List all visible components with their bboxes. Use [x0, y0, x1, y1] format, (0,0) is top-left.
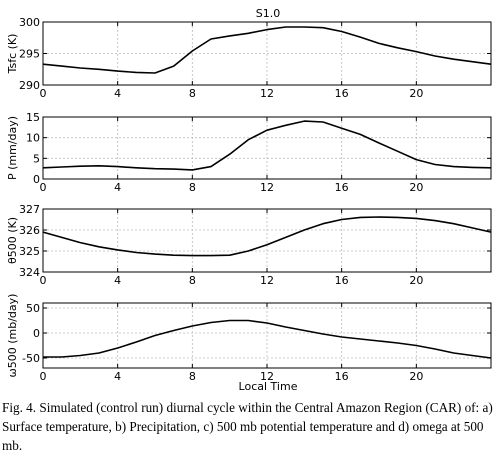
x-tick-label: 0: [40, 181, 47, 194]
series-line: [42, 216, 492, 257]
y-axis-title: Tsfc (K): [6, 34, 19, 75]
x-tick-label: 12: [260, 181, 274, 194]
x-tick-label: 0: [40, 87, 47, 100]
x-tick-label: 8: [189, 87, 196, 100]
y-tick-label: 327: [19, 203, 40, 216]
x-axis-title: Local Time: [239, 380, 298, 393]
x-tick-label: 0: [40, 274, 47, 287]
x-tick-label: 20: [409, 370, 423, 383]
x-tick-label: 16: [335, 87, 349, 100]
x-tick-label: 8: [189, 181, 196, 194]
y-axis-title: θ500 (K): [6, 217, 19, 264]
x-tick-label: 20: [409, 274, 423, 287]
figure: S1.0 0 4 8 12 16 20 290 295 300 Tsfc (K) 0 4 8 12 16 20…: [6, 7, 492, 393]
y-tick-label: 290: [19, 79, 40, 92]
y-tick-label: 324: [19, 266, 40, 279]
x-tick-label: 12: [260, 87, 274, 100]
x-tick-label: 4: [114, 274, 121, 287]
x-tick-label: 8: [189, 274, 196, 287]
y-tick-label: 326: [19, 224, 40, 237]
x-tick-label: 16: [335, 181, 349, 194]
y-axis-title: ω500 (mb/day): [6, 294, 19, 378]
y-tick-label: 0: [33, 173, 40, 186]
series-line: [42, 26, 492, 74]
y-tick-label: 5: [33, 152, 40, 165]
x-tick-label: 4: [114, 370, 121, 383]
x-tick-label: 8: [189, 370, 196, 383]
figure-title: S1.0: [256, 7, 280, 20]
x-tick-label: 4: [114, 87, 121, 100]
panel-2: 0 4 8 12 16 20 0 5 10 15 P (mm/day): [6, 111, 492, 194]
series-line: [42, 120, 492, 171]
y-tick-label: 15: [26, 111, 40, 124]
x-tick-label: 16: [335, 274, 349, 287]
y-axis-title: P (mm/day): [6, 116, 19, 180]
y-tick-label: 325: [19, 245, 40, 258]
x-tick-label: 20: [409, 87, 423, 100]
y-tick-label: 295: [19, 48, 40, 61]
figure-caption: Fig. 4. Simulated (control run) diurnal …: [2, 400, 493, 453]
y-tick-label: 300: [19, 16, 40, 29]
x-tick-label: 12: [260, 370, 274, 383]
x-tick-label: 0: [40, 370, 47, 383]
x-tick-label: 20: [409, 181, 423, 194]
x-tick-label: 4: [114, 181, 121, 194]
y-tick-label: 50: [26, 302, 40, 315]
y-tick-label: 0: [33, 327, 40, 340]
y-tick-label: 10: [26, 132, 40, 145]
series-line: [43, 319, 492, 359]
y-tick-label: -50: [22, 352, 40, 365]
x-tick-label: 16: [335, 370, 349, 383]
x-tick-label: 12: [260, 274, 274, 287]
